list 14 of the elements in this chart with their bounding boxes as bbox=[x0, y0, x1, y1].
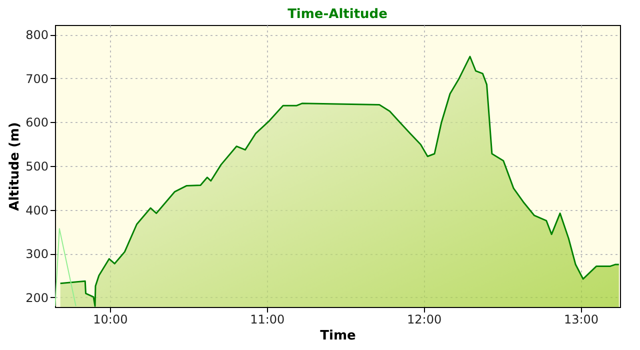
x-axis-title: Time bbox=[320, 328, 356, 344]
y-tick-label: 500 bbox=[26, 160, 48, 174]
x-tick-label: 12:00 bbox=[407, 312, 442, 326]
chart-title: Time-Altitude bbox=[288, 7, 388, 22]
y-tick-label: 800 bbox=[26, 28, 48, 42]
y-tick-label: 200 bbox=[26, 290, 48, 305]
y-tick-label: 700 bbox=[26, 72, 48, 86]
x-tick-label: 10:00 bbox=[93, 312, 128, 326]
x-tick-label: 13:00 bbox=[564, 312, 599, 326]
y-axis-title: Altitude (m) bbox=[8, 122, 23, 211]
y-tick-label: 300 bbox=[26, 247, 48, 262]
y-tick-label: 600 bbox=[26, 116, 48, 130]
y-tick-label: 400 bbox=[26, 203, 48, 218]
x-tick-label: 11:00 bbox=[250, 312, 285, 326]
